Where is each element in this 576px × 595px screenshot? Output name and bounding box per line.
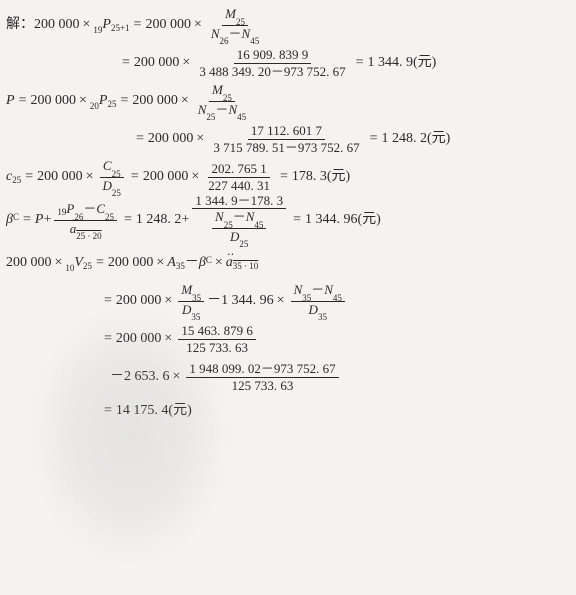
eq-line-1: 解： 200 000 ×19P25+1 = 200 000× M25 N26－N… (0, 6, 576, 44)
k200-c: 200 000 (134, 56, 180, 70)
eq-line-9: =200 000× 15 463. 879 6 125 733. 63 (0, 320, 576, 358)
solve-label: 解： (6, 18, 34, 32)
content: 解： 200 000 ×19P25+1 = 200 000× M25 N26－N… (0, 0, 576, 426)
math-page: { "c": { "k200": "200 000", "yuan": "(元)… (0, 0, 576, 595)
l1-presub: 19 (93, 26, 102, 35)
eq-line-5: c25 =200 000× C25 D25 =200 000× 202. 765… (0, 158, 576, 196)
eq-line-10: －2 653. 6× 1 948 099. 02－973 752. 67 125… (0, 358, 576, 396)
l4-frac: 17 112. 601 7 3 715 789. 51－973 752. 67 (210, 123, 362, 155)
eq-line-7: 200 000×10V25 = 200 000×A35 －βC× a35 · 1… (0, 244, 576, 282)
eq-line-2: = 200 000× 16 909. 839 9 3 488 349. 20－9… (0, 44, 576, 82)
l1-frac: M25 N26－N45 (208, 6, 262, 44)
l2-frac: 16 909. 839 9 3 488 349. 20－973 752. 67 (196, 47, 348, 79)
eq-line-6: βC =P+ 19P26－C25 a25 · 20 =1 248. 2+ 1 3… (0, 196, 576, 244)
eq-line-4: = 200 000× 17 112. 601 7 3 715 789. 51－9… (0, 120, 576, 158)
k200-a: 200 000 (34, 18, 80, 32)
l3-frac: M25 N25－N45 (195, 82, 249, 120)
l1-Psub: 25+1 (111, 24, 130, 33)
k200-b: 200 000 (145, 18, 191, 32)
l3-Plhs: P (6, 94, 15, 108)
eq-line-3: P= 200 000× 20P25 = 200 000× M25 N25－N45 (0, 82, 576, 120)
eq-line-11: =14 175. 4(元) (0, 396, 576, 426)
l1-P: P (102, 18, 111, 32)
l2-res: 1 344. 9 (367, 56, 413, 70)
eq-line-8: =200 000× M35 D35 －1 344. 96× N35－N45 D3… (0, 282, 576, 320)
